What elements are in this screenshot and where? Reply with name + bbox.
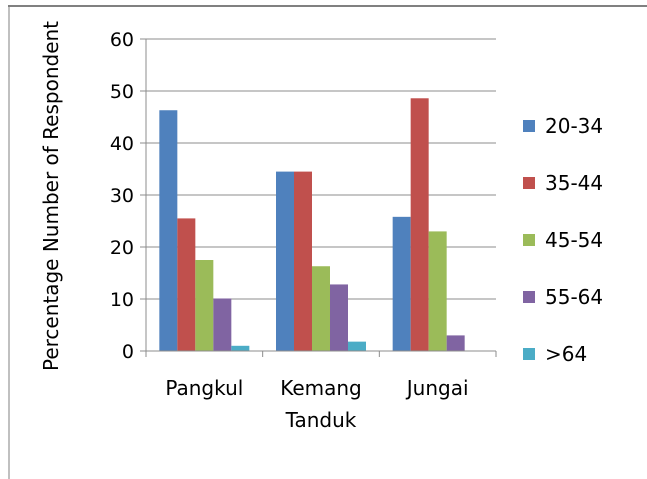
bar-0-1 — [177, 218, 196, 351]
bar-0-2 — [195, 260, 214, 351]
bar-0-4 — [231, 345, 250, 351]
legend-label-1: 35-44 — [545, 171, 603, 195]
x-category-label-2: Jungai — [405, 376, 469, 400]
y-tick-label-10: 10 — [110, 289, 134, 311]
x-category-label-1: Kemang Tanduk — [280, 376, 362, 432]
y-tick-label-20: 20 — [110, 237, 134, 259]
bar-1-2 — [312, 266, 330, 351]
bar-1-4 — [348, 341, 366, 351]
legend-swatch-1 — [523, 177, 535, 189]
y-tick-label-30: 30 — [110, 185, 134, 207]
bars — [159, 98, 465, 352]
x-category-labels: Pangkul Kemang Tanduk Jungai — [165, 376, 468, 432]
bar-0-3 — [213, 298, 232, 351]
bar-2-1 — [410, 98, 429, 351]
y-tick-labels: 0 10 20 30 40 50 60 — [110, 29, 146, 363]
legend-label-3: 55-64 — [545, 285, 603, 309]
legend-swatch-0 — [523, 120, 535, 132]
bar-1-3 — [330, 284, 348, 351]
legend-swatch-2 — [523, 234, 535, 246]
bar-2-2 — [428, 231, 447, 351]
bar-2-3 — [446, 335, 465, 351]
bar-2-0 — [392, 216, 411, 351]
x-category-label-0: Pangkul — [165, 376, 243, 400]
bar-1-1 — [294, 171, 312, 351]
legend-label-4: >64 — [545, 342, 587, 366]
legend-swatch-4 — [523, 348, 535, 360]
y-tick-label-60: 60 — [110, 29, 134, 51]
y-tick-label-40: 40 — [110, 133, 134, 155]
legend-label-2: 45-54 — [545, 228, 603, 252]
y-axis-label: Percentage Number of Respondent — [39, 21, 63, 371]
legend-swatch-3 — [523, 291, 535, 303]
bar-1-0 — [276, 171, 294, 351]
bar-0-0 — [159, 110, 178, 352]
y-tick-label-50: 50 — [110, 81, 134, 103]
legend-label-0: 20-34 — [545, 114, 603, 138]
y-tick-label-0: 0 — [122, 341, 134, 363]
legend: 20-34 35-44 45-54 55-64 >64 — [523, 114, 603, 366]
